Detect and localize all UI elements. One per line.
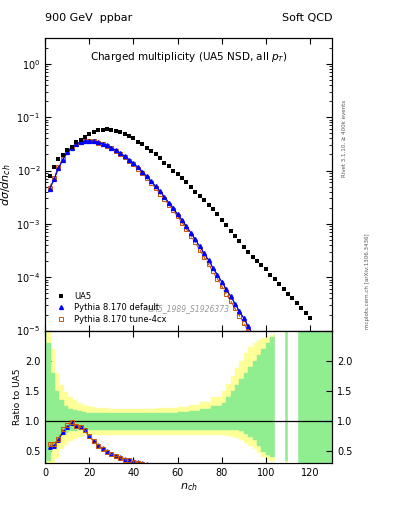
Pythia 8.170 default bbox=[136, 164, 140, 170]
UA5 bbox=[184, 179, 189, 185]
UA5 bbox=[122, 131, 127, 137]
Pythia 8.170 tune-4cx bbox=[87, 138, 92, 144]
UA5 bbox=[47, 173, 52, 179]
Text: mcplots.cern.ch [arXiv:1306.3436]: mcplots.cern.ch [arXiv:1306.3436] bbox=[365, 234, 371, 329]
Pythia 8.170 default bbox=[47, 186, 52, 192]
UA5 bbox=[100, 127, 105, 133]
Pythia 8.170 default bbox=[215, 271, 220, 278]
Text: Soft QCD: Soft QCD bbox=[282, 13, 332, 23]
X-axis label: $n_{ch}$: $n_{ch}$ bbox=[180, 481, 198, 493]
Line: Pythia 8.170 default: Pythia 8.170 default bbox=[48, 139, 312, 449]
Text: UA5_1989_S1926373: UA5_1989_S1926373 bbox=[148, 304, 230, 313]
Pythia 8.170 default bbox=[87, 138, 92, 144]
Pythia 8.170 tune-4cx bbox=[96, 139, 101, 145]
Pythia 8.170 default bbox=[118, 150, 123, 156]
Y-axis label: Ratio to UA5: Ratio to UA5 bbox=[13, 369, 22, 425]
UA5 bbox=[286, 291, 290, 297]
Pythia 8.170 tune-4cx bbox=[47, 184, 52, 190]
Line: UA5: UA5 bbox=[48, 127, 321, 384]
Text: 900 GeV  ppbar: 900 GeV ppbar bbox=[45, 13, 132, 23]
Pythia 8.170 tune-4cx bbox=[136, 165, 140, 172]
Pythia 8.170 default bbox=[140, 168, 145, 175]
Pythia 8.170 tune-4cx bbox=[127, 158, 131, 164]
Pythia 8.170 tune-4cx bbox=[215, 275, 220, 282]
Text: Charged multiplicity (UA5 NSD, all $p_T$): Charged multiplicity (UA5 NSD, all $p_T$… bbox=[90, 50, 287, 64]
Text: Rivet 3.1.10, ≥ 400k events: Rivet 3.1.10, ≥ 400k events bbox=[342, 100, 347, 177]
Pythia 8.170 default bbox=[96, 139, 101, 145]
Pythia 8.170 tune-4cx bbox=[118, 151, 123, 157]
Pythia 8.170 default bbox=[127, 157, 131, 163]
Legend: UA5, Pythia 8.170 default, Pythia 8.170 tune-4cx: UA5, Pythia 8.170 default, Pythia 8.170 … bbox=[50, 289, 169, 326]
UA5 bbox=[215, 211, 220, 218]
Y-axis label: $d\sigma/dn_{ch}$: $d\sigma/dn_{ch}$ bbox=[0, 163, 13, 206]
UA5 bbox=[316, 378, 321, 385]
Pythia 8.170 tune-4cx bbox=[308, 445, 312, 451]
UA5 bbox=[105, 126, 109, 133]
Pythia 8.170 tune-4cx bbox=[140, 170, 145, 176]
UA5 bbox=[69, 143, 74, 150]
Pythia 8.170 default bbox=[308, 444, 312, 450]
Line: Pythia 8.170 tune-4cx: Pythia 8.170 tune-4cx bbox=[48, 139, 312, 450]
